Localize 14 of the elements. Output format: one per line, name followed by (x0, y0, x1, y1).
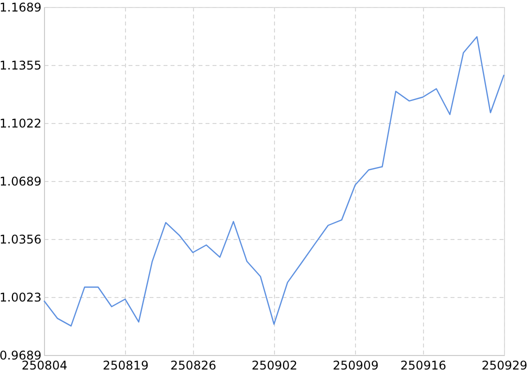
y-tick-label: 1.1022 (0, 116, 42, 131)
y-tick-label: 1.0356 (0, 232, 42, 246)
line-series (43, 36, 505, 327)
y-tick-label: 1.1355 (0, 58, 42, 73)
x-tick-label: 250819 (102, 358, 149, 372)
y-tick-label: 1.1689 (0, 0, 42, 14)
x-tick-label: 250804 (22, 358, 68, 372)
y-tick-label: 1.0689 (0, 174, 42, 188)
x-tick-label: 250909 (332, 358, 379, 372)
x-tick-label: 250902 (252, 358, 298, 372)
x-tick-label: 250929 (482, 358, 528, 372)
y-tick-label: 1.0023 (0, 290, 42, 304)
x-tick-label: 250826 (170, 358, 216, 372)
x-tick-label: 250916 (400, 358, 446, 372)
